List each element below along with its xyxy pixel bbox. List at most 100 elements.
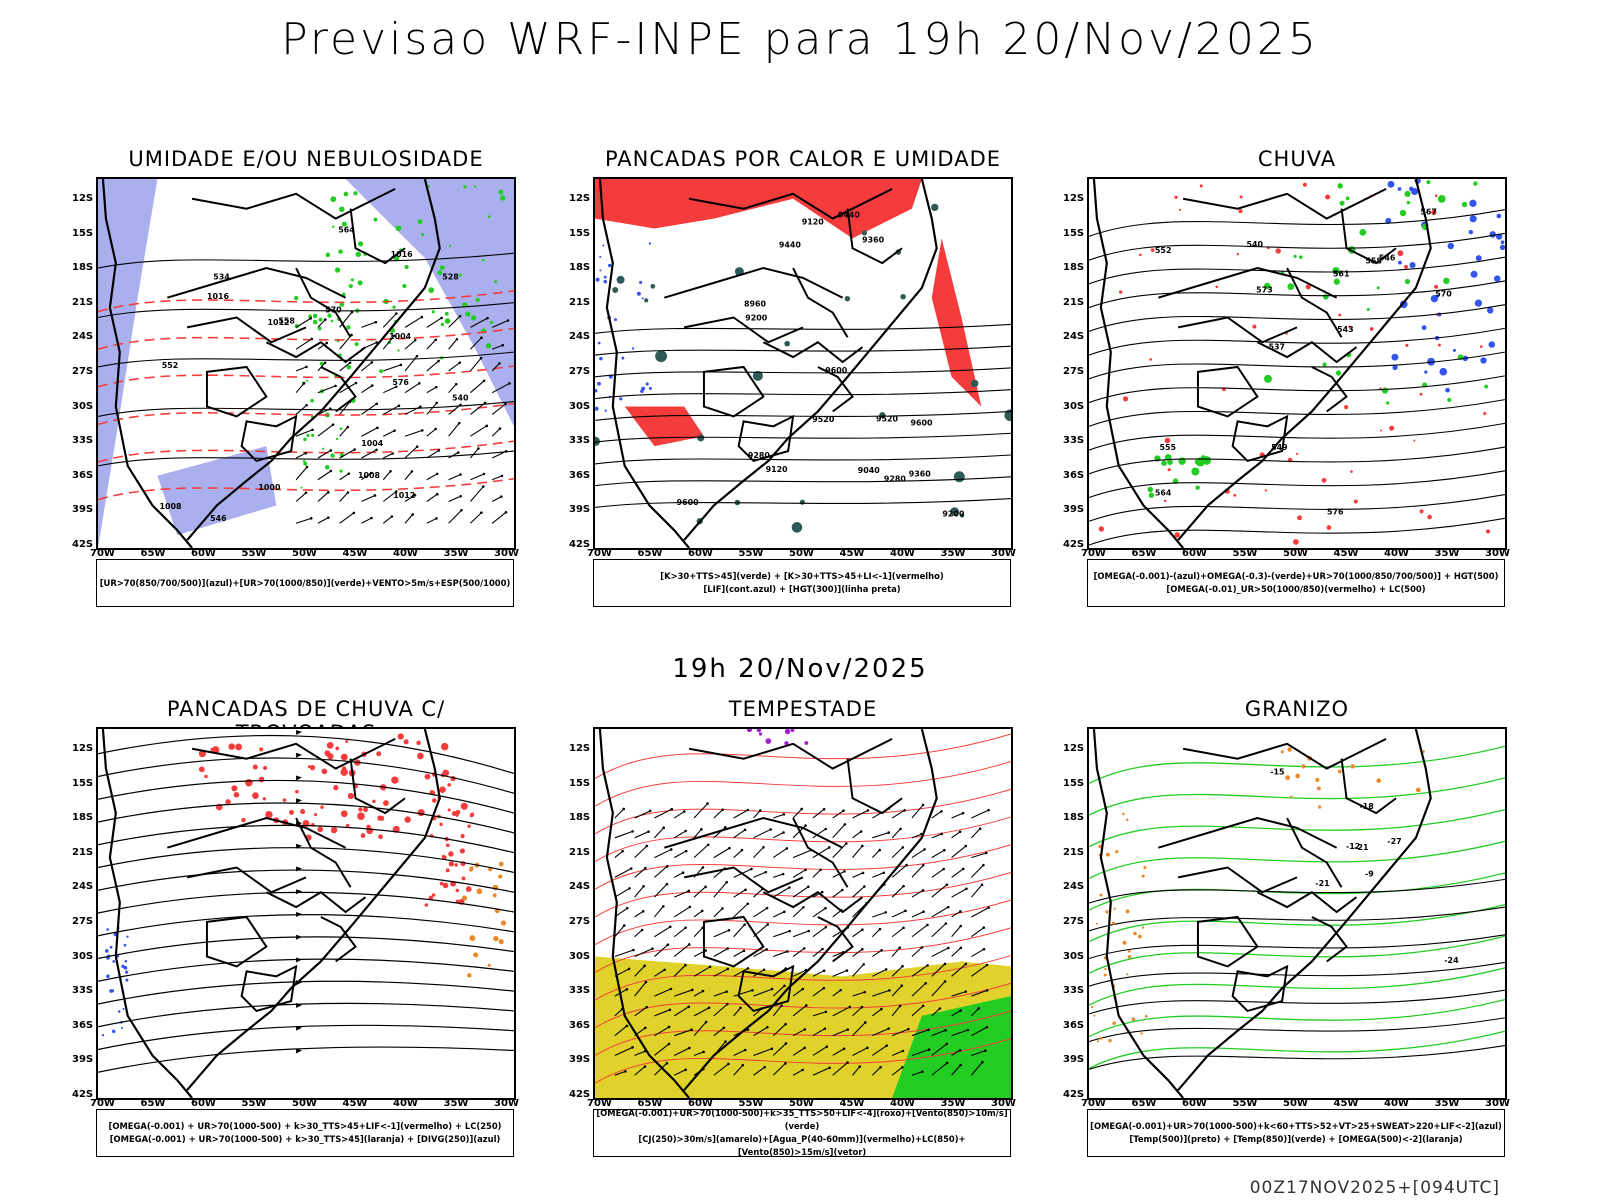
field-shade [475, 297, 480, 302]
wind-vector [654, 988, 672, 997]
wind-vector-head [866, 809, 870, 812]
wind-vector [382, 516, 393, 524]
wind-vector-head [942, 867, 945, 871]
wind-vector [693, 1007, 710, 1017]
wind-vector-head [669, 848, 673, 851]
wind-vector [654, 808, 673, 819]
lat-tick-label: 15S [569, 777, 591, 789]
wind-vector [931, 906, 949, 918]
wind-vector [470, 357, 482, 372]
streamline [98, 757, 514, 794]
wind-vector-head [479, 356, 483, 360]
lat-tick-label: 21S [1063, 846, 1085, 858]
wind-vector-head [682, 810, 686, 813]
wind-vector-head [977, 1007, 980, 1010]
border-line [737, 964, 795, 1013]
wind-vector-head [627, 967, 631, 971]
field-shade [1434, 284, 1439, 289]
wind-vector-head [841, 888, 844, 892]
streamline-arrow [296, 729, 303, 735]
wind-vector [470, 486, 484, 502]
contour-line [1089, 256, 1505, 285]
wind-vector [673, 1047, 690, 1056]
streamline-arrow [296, 752, 303, 758]
wind-vector-head [746, 808, 750, 812]
border-line [702, 365, 765, 418]
field-shade [334, 267, 341, 273]
wind-vector-head [500, 474, 504, 478]
wind-vector-head [706, 802, 709, 805]
wind-vector-head [640, 928, 644, 932]
contour-line [595, 899, 1011, 946]
lat-tick-label: 27S [569, 366, 591, 377]
border-line [846, 758, 903, 815]
lon-tick-label: 40W [393, 1098, 418, 1109]
lon-tick-label: 60W [688, 548, 713, 559]
lon-tick-label: 45W [839, 1098, 865, 1109]
field-shade [931, 238, 982, 407]
contour-value-label: 561 [1333, 269, 1350, 278]
contour-value-label: 576 [392, 378, 409, 387]
border-line [191, 738, 396, 770]
wind-vector-head [819, 868, 822, 872]
wind-vector-head [327, 516, 330, 519]
border-line [1177, 316, 1298, 344]
wind-vector [792, 869, 806, 878]
field-shade [345, 740, 349, 744]
lon-tick-label: 55W [241, 548, 267, 559]
border-line [762, 341, 864, 364]
wind-vector-head [845, 969, 849, 972]
field-shade [1321, 477, 1327, 483]
field-shade [950, 507, 960, 516]
wind-vector [404, 494, 416, 502]
field-shade [1409, 262, 1416, 269]
legend-line: [CJ(250)>30m/s](amarelo)+[Agua_P(40-60mm… [638, 1134, 966, 1157]
panel-title: TEMPESTADE [728, 697, 878, 721]
contour-line [595, 982, 1011, 1029]
field-shade [461, 895, 468, 901]
wind-vector [733, 889, 746, 898]
wind-vector-head [459, 473, 462, 476]
streamline-arrow [296, 934, 303, 940]
field-shade [1322, 362, 1327, 367]
field-shade [1131, 1017, 1136, 1022]
wind-vector-head [985, 989, 989, 992]
wind-vector-head [632, 948, 635, 952]
wind-vector-head [863, 990, 867, 994]
wind-vector [470, 425, 488, 437]
lon-tick-label: 55W [241, 1098, 267, 1109]
lat-tick-label: 21S [569, 296, 591, 308]
map-tempestade [593, 727, 1013, 1100]
wind-vector-head [704, 885, 707, 889]
wind-vector [872, 911, 886, 918]
wind-vector-head [861, 947, 864, 951]
border-line [1286, 817, 1343, 888]
wind-vector-head [667, 1042, 671, 1046]
field-shade [645, 382, 649, 386]
field-shade [303, 437, 307, 442]
lat-tick-label: 30S [569, 950, 591, 962]
contour-line [1089, 446, 1505, 475]
streamline-arrow [296, 798, 303, 804]
contour-value-label: 9200 [942, 509, 965, 518]
wind-vector-head [882, 871, 886, 875]
wind-vector [713, 1003, 728, 1017]
panel-granizo: GRANIZO -9 -12 -15 -18 -21 -24 -27 -21 12S 15S 18S 2… [1063, 697, 1510, 1159]
wind-vector-head [923, 848, 926, 851]
wind-vector [404, 382, 420, 394]
wind-vector-head [329, 469, 333, 473]
border-line [1182, 738, 1387, 770]
wind-vector [951, 991, 966, 997]
field-shade [602, 244, 605, 247]
field-shade [252, 764, 258, 770]
wind-vector-head [486, 316, 489, 320]
lon-tick-label: 40W [1384, 1098, 1409, 1109]
field-shade [1461, 201, 1468, 208]
field-shade [338, 206, 345, 213]
wind-vector-head [763, 1065, 766, 1069]
field-shade [317, 326, 322, 331]
border-line [683, 866, 804, 894]
contour-value-label: 1016 [207, 292, 230, 301]
field-shade [1447, 242, 1455, 250]
field-shade [461, 876, 466, 881]
